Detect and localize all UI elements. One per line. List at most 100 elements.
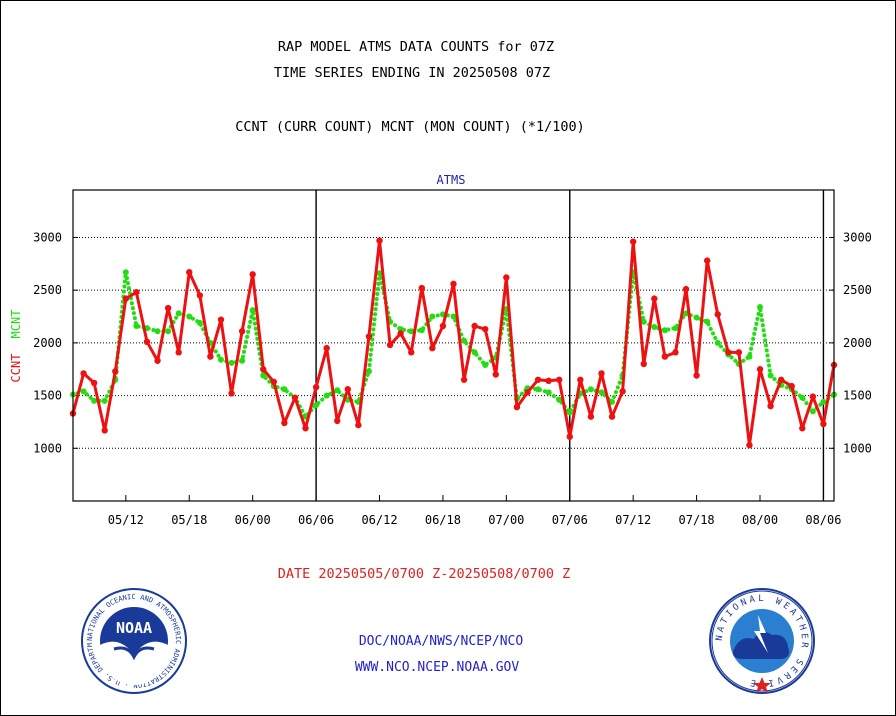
data-point-mcnt <box>545 389 552 396</box>
data-point-ccnt <box>323 344 330 352</box>
data-point-ccnt <box>90 379 98 387</box>
data-point-mcnt <box>418 327 425 334</box>
data-point-ccnt <box>471 322 478 330</box>
data-point-ccnt <box>651 295 658 302</box>
data-point-mcnt <box>704 318 711 325</box>
data-point-ccnt <box>482 325 489 333</box>
data-point-mcnt <box>757 304 764 311</box>
grid-lines <box>73 236 834 449</box>
data-point-ccnt <box>566 433 573 440</box>
data-point-ccnt <box>270 378 278 386</box>
data-point-mcnt <box>365 368 372 375</box>
x-tick-label: 06/00 <box>235 513 271 527</box>
data-point-ccnt <box>228 390 235 397</box>
data-point-mcnt <box>228 359 235 366</box>
data-point-ccnt <box>312 383 320 391</box>
y-tick-label: 2000 <box>33 336 62 350</box>
data-point-mcnt <box>535 386 542 393</box>
y-tick-label-right: 3000 <box>843 230 872 244</box>
data-point-ccnt <box>714 311 721 318</box>
x-tick-label: 06/06 <box>298 513 334 527</box>
data-point-ccnt <box>545 377 552 385</box>
data-point-ccnt <box>534 376 542 383</box>
data-point-ccnt <box>334 417 341 425</box>
data-point-ccnt <box>133 289 140 296</box>
data-point-ccnt <box>672 349 679 356</box>
day-separators <box>315 190 825 501</box>
y-tick-label-right: 2500 <box>843 283 872 297</box>
plot-label: ATMS <box>437 173 466 187</box>
data-point-mcnt <box>281 386 288 393</box>
data-point-mcnt <box>482 362 489 369</box>
y-tick-label: 3000 <box>33 230 62 244</box>
date-range-label: DATE 20250505/0700 Z-20250508/0700 Z <box>278 566 571 582</box>
data-point-ccnt <box>408 349 415 356</box>
noaa-logo: NATIONAL OCEANIC AND ATMOSPHERIC ADMINIS… <box>81 588 187 694</box>
x-tick-label: 06/12 <box>361 513 397 527</box>
data-point-mcnt <box>376 270 383 277</box>
data-point-ccnt <box>154 357 161 364</box>
data-point-mcnt <box>313 402 320 409</box>
data-point-ccnt <box>640 360 647 368</box>
data-point-ccnt <box>460 376 468 383</box>
series-ccnt <box>69 237 838 449</box>
data-point-ccnt <box>386 341 394 349</box>
data-point-mcnt <box>217 356 224 363</box>
chart-title-line2: TIME SERIES ENDING IN 20250508 07Z <box>274 65 550 81</box>
data-point-ccnt <box>429 344 436 352</box>
y-tick-label-right: 1500 <box>843 389 872 403</box>
data-point-mcnt <box>799 394 806 401</box>
data-point-mcnt <box>714 339 721 346</box>
data-point-mcnt <box>249 307 256 314</box>
data-point-ccnt <box>186 269 193 276</box>
data-point-ccnt <box>503 274 510 281</box>
data-point-ccnt <box>608 413 616 420</box>
x-tick-label: 07/12 <box>615 513 651 527</box>
data-point-mcnt <box>186 313 193 320</box>
data-point-ccnt <box>577 376 584 383</box>
data-point-ccnt <box>725 349 732 356</box>
data-point-ccnt <box>249 271 256 278</box>
y-tick-label: 1500 <box>33 389 62 403</box>
data-point-ccnt <box>799 425 806 432</box>
data-point-mcnt <box>746 353 753 360</box>
data-point-ccnt <box>788 382 795 390</box>
data-point-mcnt <box>809 408 816 415</box>
data-point-mcnt <box>672 325 679 332</box>
data-point-mcnt <box>80 388 87 395</box>
noaa-logo-text: NOAA <box>116 619 152 637</box>
data-point-ccnt <box>756 366 764 373</box>
footer-link-doc[interactable]: DOC/NOAA/NWS/NCEP/NCO <box>359 634 524 649</box>
data-point-mcnt <box>450 313 457 320</box>
footer-link-www[interactable]: WWW.NCO.NCEP.NOAA.GOV <box>355 660 520 675</box>
y-tick-label-right: 2000 <box>843 336 872 350</box>
x-tick-label: 07/00 <box>488 513 524 527</box>
data-point-mcnt <box>598 389 605 396</box>
data-point-mcnt <box>323 392 330 399</box>
data-point-mcnt <box>334 387 341 394</box>
data-point-mcnt <box>154 328 161 335</box>
data-point-ccnt <box>355 421 362 429</box>
y-tick-label-right: 1000 <box>843 441 872 455</box>
data-point-ccnt <box>164 304 172 312</box>
x-tick-label: 08/06 <box>805 513 841 527</box>
y-tick-label: 1000 <box>33 441 62 455</box>
x-tick-label: 05/18 <box>171 513 207 527</box>
data-point-mcnt <box>820 398 827 405</box>
data-point-ccnt <box>492 371 499 378</box>
data-point-ccnt <box>587 413 595 420</box>
data-point-ccnt <box>524 389 531 396</box>
data-point-ccnt <box>175 349 182 356</box>
data-point-ccnt <box>809 393 817 400</box>
data-point-ccnt <box>661 353 669 360</box>
y-tick-labels-right: 1000 1500 2000 2500 3000 <box>843 230 872 455</box>
data-point-ccnt <box>746 441 753 449</box>
data-point-ccnt <box>777 376 785 383</box>
data-point-mcnt <box>260 372 267 379</box>
data-point-mcnt <box>429 313 436 320</box>
data-point-mcnt <box>651 324 658 331</box>
data-point-ccnt <box>376 237 383 244</box>
data-point-mcnt <box>609 398 616 405</box>
data-point-ccnt <box>693 372 700 379</box>
